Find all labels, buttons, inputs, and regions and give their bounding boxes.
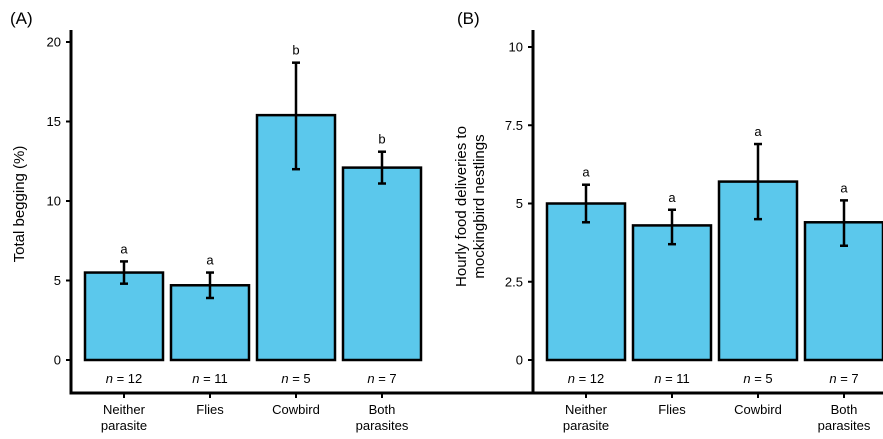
significance-label: a bbox=[840, 180, 848, 195]
significance-label: a bbox=[120, 241, 128, 256]
bar bbox=[341, 166, 423, 362]
y-axis-label: Hourly food deliveries to bbox=[453, 126, 470, 287]
significance-label: a bbox=[206, 253, 214, 268]
significance-label: a bbox=[754, 124, 762, 139]
sample-size-value: = 5 bbox=[292, 371, 310, 386]
sample-size-value: = 7 bbox=[840, 371, 858, 386]
sample-size-label: n = 11 bbox=[654, 371, 690, 386]
sample-size-n: n bbox=[192, 371, 203, 386]
x-tick-label: parasites bbox=[818, 418, 871, 433]
y-tick-label: 10 bbox=[509, 40, 523, 55]
sample-size-label: n = 5 bbox=[281, 371, 310, 386]
sample-size-n: n bbox=[367, 371, 378, 386]
sample-size-label: n = 12 bbox=[568, 371, 605, 386]
x-tick-label: Cowbird bbox=[272, 402, 320, 417]
y-tick-label: 10 bbox=[47, 194, 61, 209]
sample-size-n: n bbox=[281, 371, 292, 386]
x-tick-label: parasites bbox=[356, 418, 409, 433]
sample-size-label: n = 7 bbox=[367, 371, 396, 386]
sample-size-label: n = 12 bbox=[106, 371, 143, 386]
y-tick-label: 5 bbox=[516, 196, 523, 211]
significance-label: b bbox=[378, 132, 385, 147]
bar bbox=[545, 202, 627, 362]
x-tick-label: Flies bbox=[196, 402, 224, 417]
sample-size-n: n bbox=[654, 371, 665, 386]
x-tick-label: Neither bbox=[103, 402, 146, 417]
sample-size-value: = 11 bbox=[665, 371, 690, 386]
x-tick-label: Cowbird bbox=[734, 402, 782, 417]
y-tick-label: 15 bbox=[47, 114, 61, 129]
significance-label: a bbox=[668, 190, 676, 205]
sample-size-n: n bbox=[743, 371, 754, 386]
sample-size-n: n bbox=[106, 371, 117, 386]
y-axis-label: Total begging (%) bbox=[11, 146, 28, 263]
y-tick-label: 2.5 bbox=[505, 274, 523, 289]
bar bbox=[631, 224, 713, 362]
y-tick-label: 0 bbox=[54, 353, 61, 368]
sample-size-n: n bbox=[568, 371, 579, 386]
y-tick-label: 7.5 bbox=[505, 118, 523, 133]
y-tick-label: 0 bbox=[516, 353, 523, 368]
sample-size-value: = 5 bbox=[754, 371, 772, 386]
panel-label: (A) bbox=[10, 9, 33, 28]
y-tick-label: 5 bbox=[54, 273, 61, 288]
x-tick-label: Both bbox=[369, 402, 396, 417]
panel-label: (B) bbox=[457, 9, 480, 28]
sample-size-n: n bbox=[829, 371, 840, 386]
sample-size-value: = 7 bbox=[378, 371, 396, 386]
x-tick-label: Both bbox=[831, 402, 858, 417]
sample-size-value: = 12 bbox=[579, 371, 605, 386]
x-tick-label: parasite bbox=[101, 418, 147, 433]
bar bbox=[83, 271, 165, 362]
sample-size-value: = 12 bbox=[117, 371, 143, 386]
y-tick-label: 20 bbox=[47, 35, 61, 50]
x-tick-label: Neither bbox=[565, 402, 608, 417]
significance-label: a bbox=[582, 165, 590, 180]
x-tick-label: parasite bbox=[563, 418, 609, 433]
significance-label: b bbox=[292, 43, 299, 58]
y-axis-label: mockingbird nestlings bbox=[471, 134, 488, 278]
sample-size-value: = 11 bbox=[203, 371, 228, 386]
sample-size-label: n = 7 bbox=[829, 371, 858, 386]
x-tick-label: Flies bbox=[658, 402, 686, 417]
sample-size-label: n = 11 bbox=[192, 371, 228, 386]
sample-size-label: n = 5 bbox=[743, 371, 772, 386]
